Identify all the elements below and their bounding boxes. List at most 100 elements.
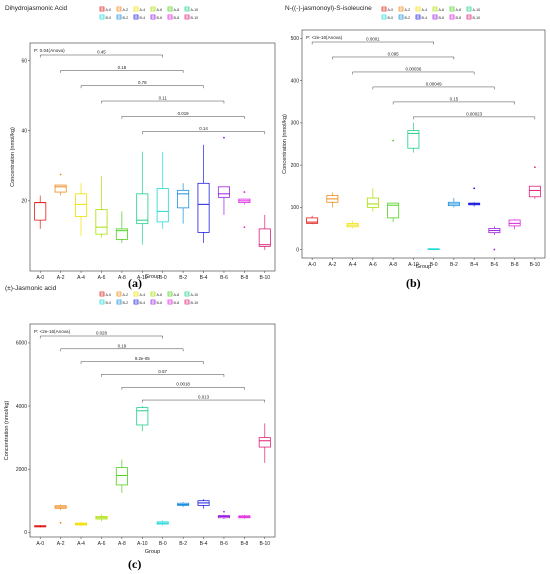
- legend-label: A-8: [456, 8, 462, 12]
- legend-label: A-2: [405, 8, 411, 12]
- legend-label: A-4: [422, 8, 428, 12]
- x-tick-label: B-6: [220, 275, 228, 281]
- bracket-p-value: 0.019: [178, 111, 190, 116]
- outlier-point: [243, 226, 246, 229]
- box-A-4: [75, 183, 88, 236]
- box-A-4: [75, 522, 88, 526]
- comparison-bracket: [60, 348, 184, 352]
- x-tick-label: B-10: [530, 262, 541, 268]
- panel-label-b: (b): [406, 276, 421, 290]
- box-A-8: [387, 139, 400, 223]
- legend-label: A-10: [191, 293, 199, 297]
- bracket-line: [142, 131, 266, 135]
- box-iqr: [156, 188, 169, 223]
- y-tick-label: 400: [291, 78, 300, 84]
- x-tick-label: B-4: [200, 275, 208, 281]
- x-axis-label: Group: [145, 274, 161, 280]
- x-tick-label: B-0: [430, 262, 438, 268]
- bracket-line: [121, 116, 245, 119]
- bracket-line: [332, 56, 455, 60]
- x-tick-label: B-2: [179, 275, 187, 281]
- bracket-line: [80, 361, 204, 365]
- legend-label: B-10: [191, 16, 199, 20]
- bracket-p-value: 0.19: [118, 343, 127, 348]
- x-tick-label: B-8: [240, 275, 248, 281]
- box-iqr: [306, 217, 319, 224]
- legend-label: B-10: [191, 301, 199, 305]
- x-tick-label: B-4: [200, 541, 208, 547]
- outlier-point: [392, 139, 395, 142]
- y-tick-label: 4000: [16, 404, 27, 410]
- box-B-0: [156, 151, 169, 229]
- x-tick-label: B-4: [470, 262, 478, 268]
- x-tick-label: A-8: [389, 262, 397, 268]
- bracket-p-value: 0.57: [158, 369, 167, 374]
- legend-label: B-6: [157, 16, 163, 20]
- box-iqr: [366, 197, 379, 208]
- box-A-10: [136, 151, 149, 245]
- bracket-p-value: 0.78: [138, 80, 147, 85]
- x-tick-label: A-6: [98, 275, 106, 281]
- legend-label: B-6: [439, 16, 445, 20]
- bracket-line: [352, 71, 475, 75]
- bracket-p-value: 0.11: [159, 96, 168, 101]
- legend-label: B-10: [473, 16, 481, 20]
- x-tick-label: A-2: [57, 541, 65, 547]
- y-tick-label: 0: [296, 247, 299, 253]
- box-B-6: [217, 136, 230, 215]
- box-A-4: [346, 220, 359, 229]
- bracket-p-value: 0.18: [118, 65, 127, 70]
- x-tick-label: A-4: [77, 541, 85, 547]
- box-iqr: [34, 202, 47, 221]
- x-tick-label: A-10: [137, 541, 148, 547]
- comparison-bracket: [372, 86, 495, 90]
- x-tick-label: B-8: [240, 541, 248, 547]
- box-iqr: [177, 189, 190, 209]
- bracket-p-value: 0.00036: [405, 66, 421, 71]
- box-A-2: [326, 192, 339, 208]
- x-tick-label: B-2: [179, 541, 187, 547]
- box-B-2: [177, 501, 190, 508]
- bracket-line: [392, 101, 515, 105]
- bracket-line: [142, 399, 266, 403]
- comparison-bracket: [121, 386, 245, 390]
- bracket-p-value: 0.00049: [426, 81, 442, 86]
- box-B-8: [238, 191, 251, 229]
- legend-label: A-6: [157, 293, 163, 297]
- legend-label: A-6: [439, 8, 445, 12]
- bracket-p-value: 0.013: [198, 395, 210, 400]
- box-iqr: [407, 130, 420, 149]
- bracket-line: [101, 374, 225, 377]
- box-B-10: [258, 214, 271, 250]
- box-B-6: [217, 510, 230, 520]
- box-A-8: [115, 459, 128, 493]
- y-tick-label: 60: [21, 58, 27, 64]
- box-iqr: [115, 467, 128, 486]
- y-tick-label: 100: [291, 205, 300, 211]
- legend-label: B-4: [140, 16, 146, 20]
- box-iqr: [258, 228, 271, 247]
- box-A-0: [306, 215, 319, 225]
- legend-label: A-10: [473, 8, 481, 12]
- x-tick-label: B-6: [220, 541, 228, 547]
- y-tick-label: 500: [291, 36, 300, 42]
- y-axis-label: Concentration (nmol/kg): [282, 114, 288, 174]
- bracket-line: [39, 54, 163, 58]
- box-iqr: [528, 185, 541, 198]
- box-A-6: [95, 176, 108, 238]
- x-tick-label: A-6: [98, 541, 106, 547]
- legend-label: A-0: [388, 8, 394, 12]
- bracket-p-value: 0.095: [388, 51, 400, 56]
- box-B-4: [197, 499, 210, 509]
- y-axis-label: Concentration (nmol/kg): [10, 127, 16, 187]
- legend-label: A-4: [140, 8, 146, 12]
- legend-label: B-0: [388, 16, 394, 20]
- y-tick-label: 0: [24, 530, 27, 536]
- bracket-line: [60, 70, 184, 73]
- box-A-6: [366, 188, 379, 212]
- bracket-line: [39, 335, 163, 339]
- bracket-p-value: 0.0001: [366, 37, 380, 42]
- y-tick-label: 200: [291, 163, 300, 169]
- x-tick-label: A-10: [137, 275, 148, 281]
- legend-label: B-8: [174, 16, 180, 20]
